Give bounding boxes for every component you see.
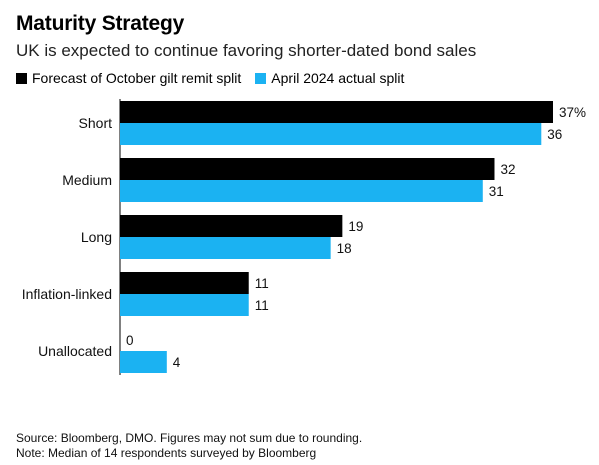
- chart-title: Maturity Strategy: [16, 12, 185, 35]
- category-label: Medium: [62, 172, 112, 188]
- legend-label-forecast: Forecast of October gilt remit split: [32, 70, 242, 86]
- bar-forecast: [120, 158, 495, 180]
- data-label: 18: [337, 241, 352, 256]
- legend: Forecast of October gilt remit split Apr…: [16, 70, 404, 86]
- chart-subtitle: UK is expected to continue favoring shor…: [16, 41, 477, 60]
- bar-actual: [120, 351, 167, 373]
- legend-item-actual: April 2024 actual split: [255, 70, 404, 86]
- category-label: Long: [81, 229, 112, 245]
- category-label: Inflation-linked: [22, 286, 112, 302]
- data-label: 0: [126, 333, 134, 348]
- legend-label-actual: April 2024 actual split: [271, 70, 405, 86]
- data-label: 31: [489, 184, 504, 199]
- data-label: 19: [348, 219, 363, 234]
- bar-forecast: [120, 101, 553, 123]
- data-label: 36: [547, 127, 562, 142]
- category-label: Unallocated: [38, 343, 112, 359]
- legend-swatch-actual: [255, 72, 267, 84]
- bar-actual: [120, 294, 249, 316]
- survey-note: Note: Median of 14 respondents surveyed …: [16, 446, 317, 460]
- bar-forecast: [120, 272, 249, 294]
- category-label: Short: [79, 115, 113, 131]
- bar-actual: [120, 123, 542, 145]
- chart-footer: Source: Bloomberg, DMO. Figures may not …: [16, 431, 362, 461]
- source-note: Source: Bloomberg, DMO. Figures may not …: [16, 431, 363, 445]
- data-label: 32: [500, 162, 515, 177]
- legend-swatch-forecast: [16, 72, 27, 84]
- data-label: 4: [173, 355, 181, 370]
- legend-item-forecast: Forecast of October gilt remit split: [16, 70, 241, 86]
- bar-chart: Short 37% 36 Medium 32 31 Long 19 18 Inflation-li…: [22, 99, 586, 375]
- bar-actual: [120, 180, 483, 202]
- data-label: 11: [255, 276, 269, 291]
- bar-forecast: [120, 215, 343, 237]
- bar-actual: [120, 237, 331, 259]
- data-label: 11: [255, 298, 269, 313]
- data-label: 37%: [559, 105, 586, 120]
